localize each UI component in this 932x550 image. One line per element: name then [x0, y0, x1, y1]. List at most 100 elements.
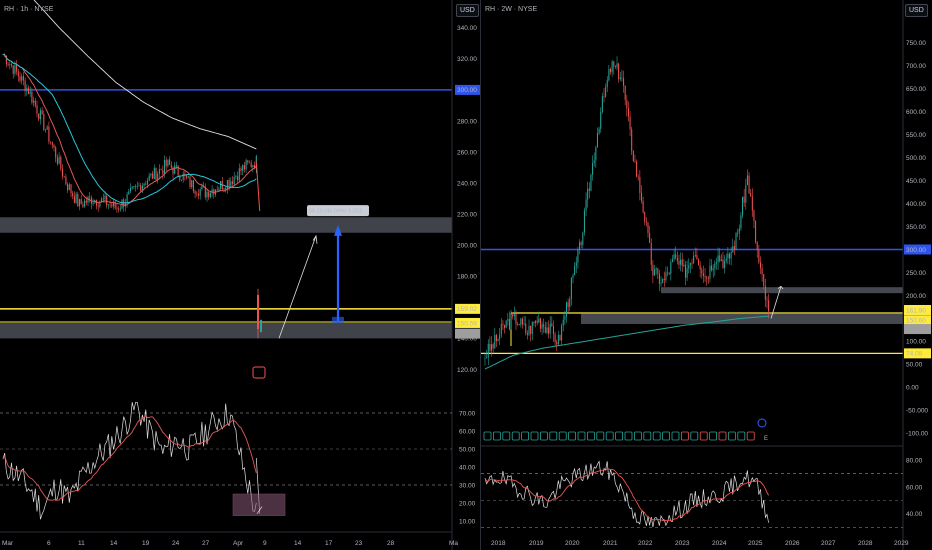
candle-body: [750, 193, 752, 197]
right-chart-pane[interactable]: E 750.00 700.00 650.00 600.00 550.00 500.00 450…: [481, 0, 932, 550]
candle-body: [636, 161, 638, 177]
candle-body: [191, 180, 193, 188]
candle-body: [621, 77, 623, 79]
price-tick-label: 280.00: [457, 118, 477, 125]
earnings-marker: [718, 431, 727, 441]
candle-body: [180, 179, 183, 181]
candle-body: [216, 189, 218, 191]
candle-body: [486, 357, 488, 359]
candle-body: [174, 165, 176, 174]
candle-body: [653, 269, 656, 276]
candle-body: [722, 259, 724, 268]
candle-body: [650, 242, 652, 265]
right-currency-button[interactable]: USD: [905, 4, 928, 17]
candle-body: [9, 64, 11, 65]
candle-body: [225, 188, 227, 190]
candle-body: [608, 68, 610, 81]
price-tag-300: [455, 84, 480, 95]
candle-body: [68, 184, 70, 191]
time-tick-label: 2029: [894, 540, 909, 547]
time-tick-label: Ma: [449, 540, 458, 547]
candle-body: [740, 215, 742, 229]
candle-body: [631, 129, 633, 152]
right-symbol-label: RH · 2W · NYSE: [485, 6, 538, 13]
candle-body: [104, 195, 106, 200]
candle-body: [163, 159, 166, 174]
price-tag-150-text: 150.59: [457, 320, 477, 327]
candle-body: [548, 327, 550, 334]
candle-body: [541, 324, 543, 329]
candle-body: [655, 268, 657, 270]
price-tick-label: 600.00: [906, 109, 926, 116]
candle-body: [696, 255, 698, 260]
ma-fast-line: [2, 53, 257, 207]
candle-body: [764, 285, 766, 300]
candle-body: [85, 200, 87, 203]
price-tag-150-text: 150.60: [906, 317, 926, 324]
candle-body: [627, 108, 629, 117]
candle-body: [78, 199, 81, 207]
candle-body: [513, 313, 515, 317]
candle-body: [535, 320, 537, 324]
candle-body: [763, 274, 765, 286]
left-chart-pane[interactable]: 60.23 (40.09%) 6,023 340.00 320.00 300.00 28…: [0, 0, 480, 550]
price-tick-label: -100.00: [906, 431, 928, 438]
candle-body: [148, 175, 150, 181]
candle-body: [711, 265, 713, 271]
time-tick-label: 19: [142, 540, 150, 547]
candle-body: [634, 161, 636, 162]
price-tick-label: 650.00: [906, 86, 926, 93]
candle-body: [77, 193, 79, 207]
price-tick-label: 400.00: [906, 201, 926, 208]
candle-body: [95, 200, 98, 206]
time-tick-label: 23: [355, 540, 363, 547]
candle-body: [36, 105, 38, 114]
candle-body: [33, 100, 35, 103]
candle-body: [686, 268, 688, 278]
pane-divider[interactable]: [480, 0, 481, 550]
candle-body: [592, 163, 594, 175]
candle-body: [116, 207, 118, 209]
left-currency-button[interactable]: USD: [456, 4, 479, 17]
candle-body: [756, 242, 758, 251]
time-tick-label: 14: [110, 540, 118, 547]
candle-body: [663, 278, 665, 281]
candle-body: [507, 319, 509, 321]
time-tick-label: 28: [387, 540, 395, 547]
earnings-marker: [662, 431, 671, 441]
candle-body: [748, 175, 750, 194]
candle-body: [99, 201, 101, 207]
candle-body: [512, 314, 514, 317]
ma-slow-line: [33, 0, 257, 150]
candle-body: [738, 228, 740, 234]
rsi-ma-line: [484, 468, 769, 522]
time-tick-label: 2028: [858, 540, 873, 547]
earnings-marker: [633, 431, 642, 441]
candle-body: [124, 202, 126, 207]
candle-body: [187, 176, 189, 178]
candle-body: [243, 165, 245, 170]
price-tick-label: 220.00: [457, 211, 477, 218]
candle-body: [755, 220, 757, 243]
time-tick-label: 2019: [529, 540, 544, 547]
candle-body: [230, 181, 232, 187]
left-chart-canvas[interactable]: 60.23 (40.09%) 6,023 340.00 320.00 300.00 28…: [0, 0, 480, 550]
price-tick-label: 550.00: [906, 132, 926, 139]
price-tick-label: 340.00: [457, 25, 477, 32]
price-tag-zone: [904, 324, 931, 335]
candle-body: [530, 326, 532, 334]
candle-body: [603, 96, 605, 97]
candle-body: [727, 253, 729, 259]
earnings-marker: [511, 431, 520, 441]
right-chart-canvas[interactable]: E 750.00 700.00 650.00 600.00 550.00 500.00 450…: [481, 0, 932, 550]
earnings-marker: [596, 431, 605, 441]
measure-arrow-head: [334, 225, 342, 236]
candle-body: [131, 187, 133, 189]
candle-body: [539, 318, 541, 329]
candle-body: [623, 78, 625, 86]
earnings-marker: [540, 431, 548, 441]
candle-body: [250, 162, 252, 168]
candle-body: [39, 110, 41, 120]
candle-body: [745, 185, 747, 203]
candle-body: [505, 320, 507, 328]
